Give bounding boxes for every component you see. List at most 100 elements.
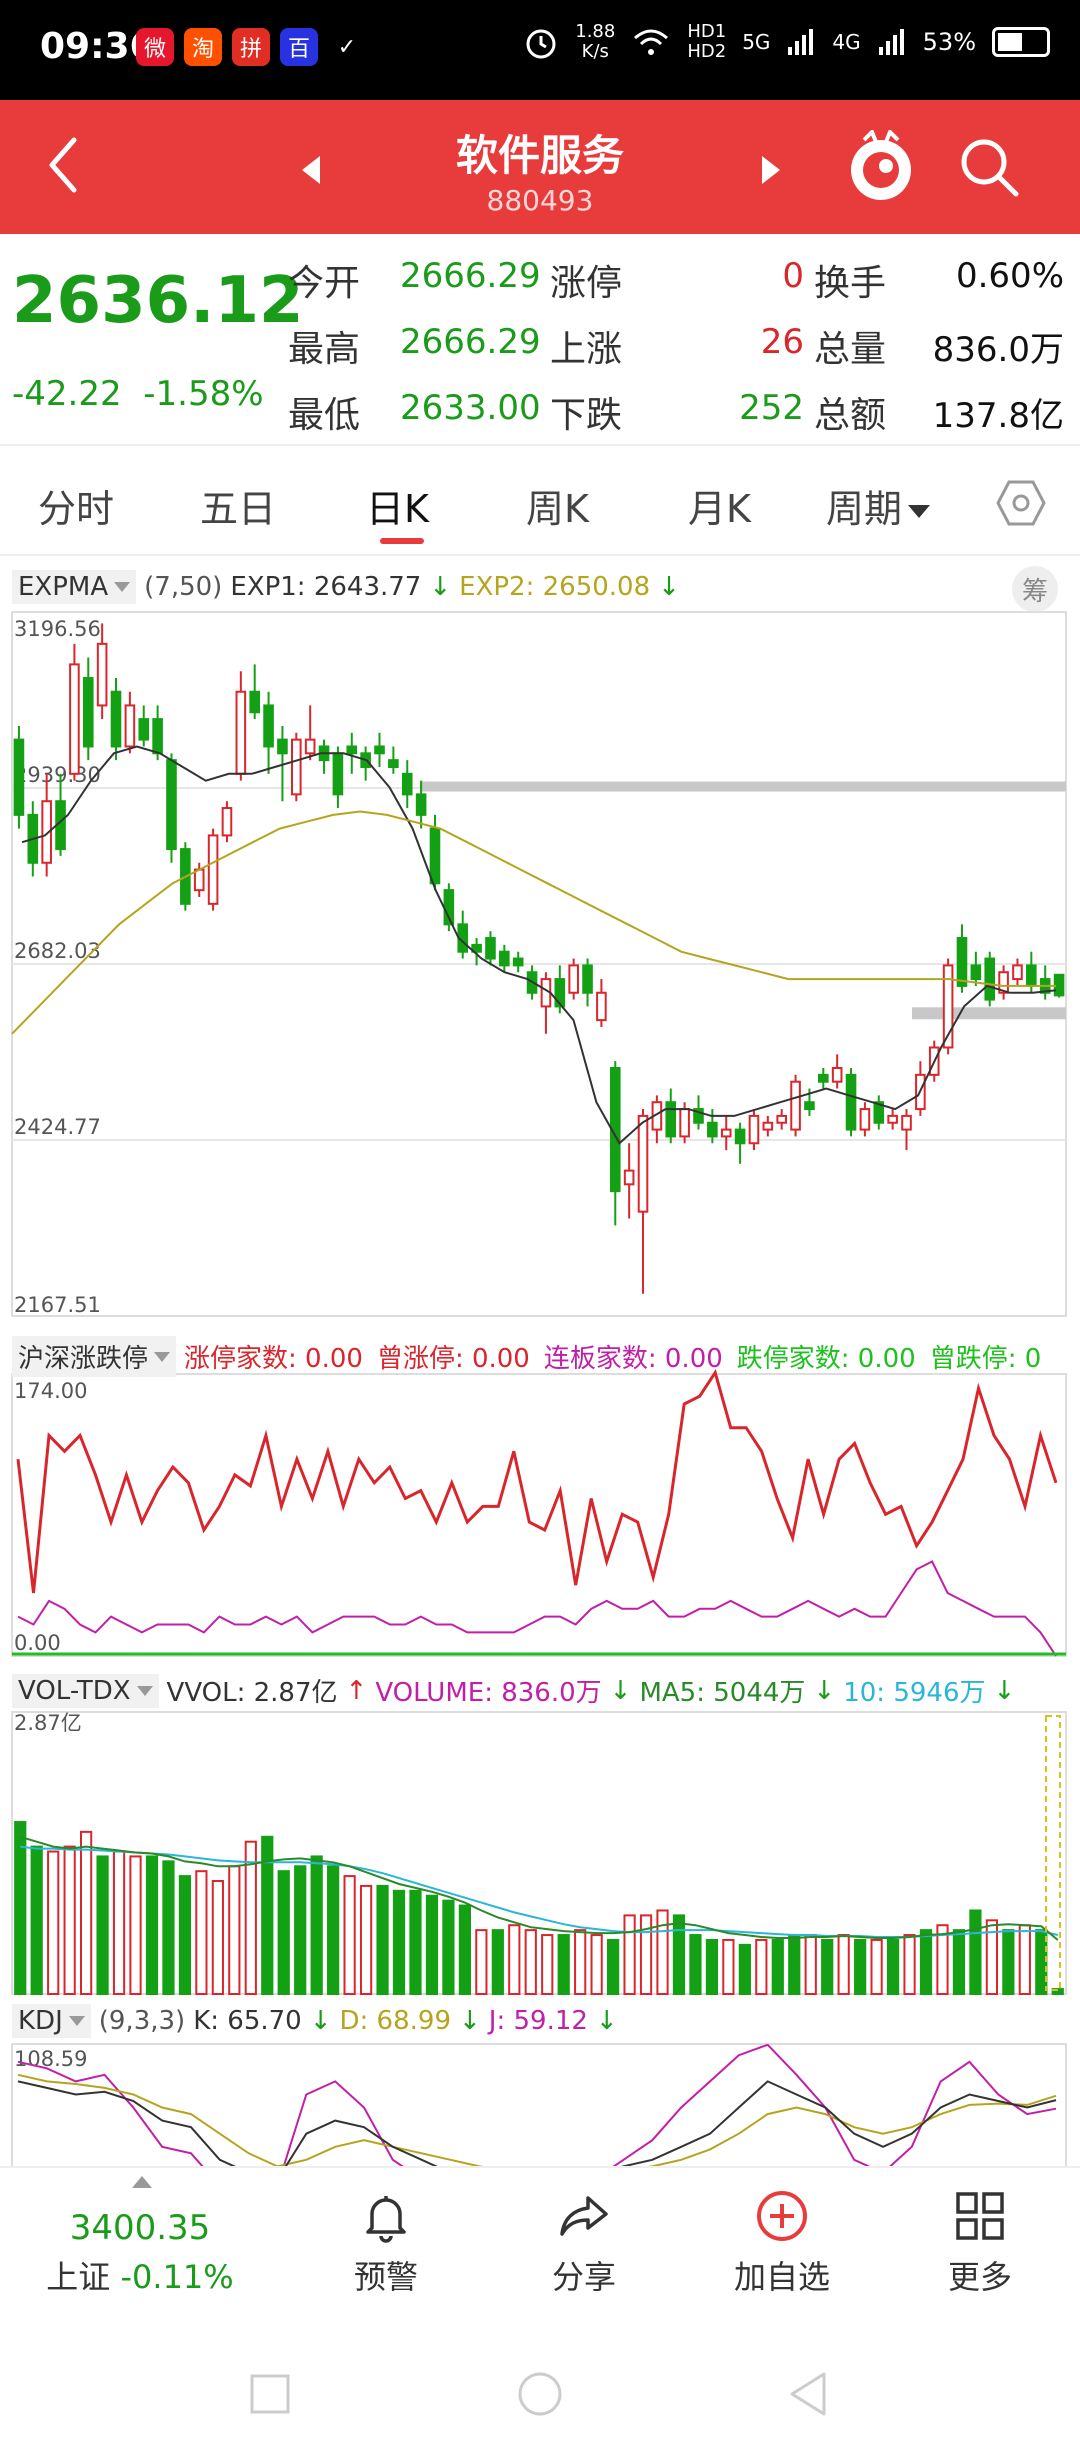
candle-body bbox=[193, 868, 205, 892]
candle-body bbox=[277, 738, 288, 755]
index-quote[interactable]: 3400.35 上证 -0.11% bbox=[40, 2208, 240, 2298]
candle bbox=[263, 691, 274, 774]
candle bbox=[665, 1088, 677, 1144]
y-axis-label: 2167.51 bbox=[14, 1293, 101, 1317]
chevron-down-icon bbox=[908, 505, 931, 518]
kdj-d-line bbox=[17, 2073, 1057, 2166]
volume-bar bbox=[129, 1855, 142, 1995]
volume-bar bbox=[607, 1938, 620, 1995]
up-count-value: 26 bbox=[760, 322, 804, 362]
volume-bar bbox=[211, 1880, 224, 1996]
volume-indicator-legend: VOL-TDX VVOL: 2.87亿 ↑ VOLUME: 836.0万 ↓ MA5… bbox=[12, 1672, 1015, 1709]
candle bbox=[1012, 958, 1023, 986]
bottom-toolbar: 3400.35 上证 -0.11% 预警 分享 加自选 更多 bbox=[0, 2166, 1080, 2300]
volume-bar bbox=[1035, 1929, 1048, 1996]
home-icon[interactable] bbox=[516, 2370, 564, 2418]
candle-body bbox=[485, 937, 496, 960]
search-icon[interactable] bbox=[956, 134, 1022, 200]
clipboard-icon: ✓ bbox=[328, 28, 366, 66]
candle bbox=[69, 643, 80, 781]
candle bbox=[41, 773, 52, 877]
candle bbox=[277, 725, 288, 802]
volume-bar bbox=[952, 1929, 966, 1996]
candle bbox=[249, 664, 260, 720]
candle-body bbox=[512, 957, 524, 967]
candle bbox=[207, 828, 219, 911]
volume-bar bbox=[425, 1894, 439, 1996]
back-nav-icon[interactable] bbox=[786, 2370, 830, 2418]
turnover-value: 0.60% bbox=[955, 256, 1064, 296]
kdj-lines bbox=[17, 2044, 1057, 2166]
tab-monthly-k[interactable]: 月K bbox=[688, 487, 751, 531]
more-button[interactable]: 更多 bbox=[910, 2188, 1050, 2298]
candle bbox=[499, 944, 510, 973]
volume-bar bbox=[936, 1924, 949, 1995]
candle bbox=[998, 965, 1009, 1000]
system-nav-bar bbox=[0, 2300, 1080, 2460]
share-button[interactable]: 分享 bbox=[514, 2188, 654, 2298]
candle-body bbox=[818, 1073, 829, 1083]
volume-bar bbox=[722, 1938, 735, 1995]
caret-up-icon bbox=[132, 2176, 152, 2188]
candle bbox=[707, 1109, 718, 1144]
previous-stock-icon[interactable] bbox=[296, 150, 326, 190]
candle bbox=[831, 1054, 843, 1089]
candle-body bbox=[998, 971, 1009, 994]
volume-bar bbox=[47, 1850, 60, 1995]
candle-body bbox=[221, 807, 233, 837]
volume-bar bbox=[985, 1919, 998, 1996]
recent-apps-icon[interactable] bbox=[248, 2372, 292, 2416]
candle bbox=[346, 732, 358, 774]
bell-icon bbox=[366, 2196, 406, 2243]
volume-bar bbox=[524, 1929, 537, 1996]
chip-distribution-button[interactable]: 筹 bbox=[1012, 566, 1058, 612]
volume-bar bbox=[228, 1865, 241, 1995]
tab-period-dropdown[interactable]: 周期 bbox=[826, 478, 931, 533]
tab-daily-k[interactable]: 日K bbox=[366, 487, 429, 531]
tab-weekly-k[interactable]: 周K bbox=[526, 487, 589, 531]
main-indicator-params: (7,50) bbox=[144, 572, 223, 602]
next-stock-icon[interactable] bbox=[756, 150, 786, 190]
current-bar-highlight bbox=[1045, 1715, 1061, 1991]
alert-button[interactable]: 预警 bbox=[316, 2188, 456, 2298]
volume-bar bbox=[656, 1909, 669, 1995]
chevron-down-icon bbox=[114, 582, 131, 592]
volume-bar bbox=[919, 1929, 933, 1996]
limit-legend-item: 涨停家数: 0.00 bbox=[184, 1344, 363, 1374]
candle-body bbox=[415, 793, 427, 816]
candle-body bbox=[291, 738, 302, 796]
volume-bar bbox=[310, 1855, 323, 1995]
down-count-value: 252 bbox=[739, 388, 804, 428]
volume-chart-frame bbox=[11, 1711, 1067, 1995]
taobao-icon: 淘 bbox=[184, 28, 222, 66]
candle bbox=[596, 979, 607, 1027]
kdj-d-value: D: 68.99 bbox=[339, 2006, 451, 2036]
limit-indicator-select[interactable]: 沪深涨跌停 bbox=[12, 1336, 177, 1377]
volume-bar bbox=[590, 1934, 603, 1995]
y-axis-label: 3196.56 bbox=[14, 617, 101, 641]
candle-body bbox=[596, 991, 607, 1022]
main-indicator-select[interactable]: EXPMA bbox=[12, 570, 137, 604]
candle-body bbox=[970, 964, 982, 981]
tab-five-day[interactable]: 五日 bbox=[200, 487, 277, 531]
candle-body bbox=[623, 1169, 635, 1186]
candle-body bbox=[693, 1108, 704, 1124]
tab-intraday[interactable]: 分时 bbox=[38, 487, 115, 531]
candle-body bbox=[984, 957, 996, 1001]
volume-bar bbox=[145, 1855, 159, 1995]
kline-charts[interactable]: 3196.56 2939.30 2682.03 2424.77 2167.51 174.… bbox=[0, 556, 1080, 2166]
volume-bar bbox=[392, 1889, 406, 1995]
exp1-line bbox=[21, 745, 1057, 1145]
candle-body bbox=[887, 1114, 898, 1124]
volume-bar bbox=[837, 1934, 850, 1995]
volume-chart: 2.87亿 bbox=[11, 1711, 1067, 1996]
add-favorite-button[interactable]: 加自选 bbox=[712, 2188, 852, 2298]
kdj-indicator-select[interactable]: KDJ bbox=[12, 2004, 91, 2038]
volume-indicator-select[interactable]: VOL-TDX bbox=[12, 1673, 159, 1708]
settings-hexagon-icon[interactable] bbox=[996, 478, 1046, 528]
mascot-icon[interactable] bbox=[846, 130, 916, 206]
candle bbox=[110, 678, 122, 761]
back-arrow-icon[interactable] bbox=[36, 130, 96, 200]
candle-body bbox=[554, 978, 566, 1008]
candle bbox=[13, 725, 25, 829]
